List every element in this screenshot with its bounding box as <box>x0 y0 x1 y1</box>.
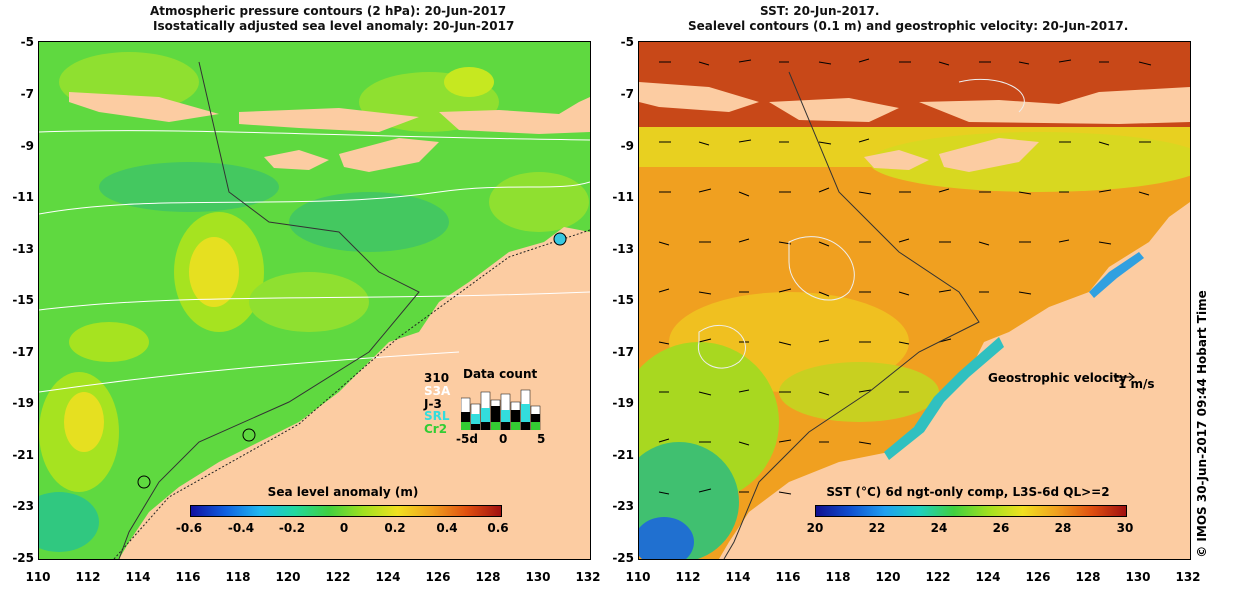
x-tick-left: 116 <box>175 570 201 584</box>
data-count-tick: 5 <box>537 432 546 446</box>
sla-colorbar-tick: 0.2 <box>384 521 406 535</box>
y-tick-left: -23 <box>12 499 34 513</box>
x-tick-right: 124 <box>975 570 1001 584</box>
x-tick-right: 122 <box>925 570 951 584</box>
y-tick-left: -5 <box>20 35 34 49</box>
sst-colorbar-tick: 26 <box>992 521 1010 535</box>
data-count-title: Data count <box>463 367 538 381</box>
y-tick-left: -13 <box>12 242 34 256</box>
y-tick-left: -25 <box>12 551 34 565</box>
y-tick-left: -15 <box>12 293 34 307</box>
x-tick-right: 112 <box>675 570 701 584</box>
sla-colorbar-tick: 0 <box>339 521 349 535</box>
x-tick-right: 120 <box>875 570 901 584</box>
data-count-label-s3a: S3A <box>424 384 451 398</box>
x-tick-left: 120 <box>275 570 301 584</box>
sst-colorbar <box>815 505 1127 517</box>
sst-colorbar-tick: 22 <box>868 521 886 535</box>
y-tick-right: -21 <box>612 448 634 462</box>
velocity-legend-unit: 1 m/s <box>1118 377 1155 391</box>
sla-colorbar <box>190 505 502 517</box>
y-tick-left: -19 <box>12 396 34 410</box>
x-tick-left: 114 <box>125 570 151 584</box>
sst-map-graphic <box>639 42 1190 559</box>
sla-colorbar-tick: -0.4 <box>227 521 255 535</box>
x-tick-right: 126 <box>1025 570 1051 584</box>
x-tick-right: 130 <box>1125 570 1151 584</box>
y-tick-right: -7 <box>620 87 634 101</box>
x-tick-right: 132 <box>1175 570 1201 584</box>
x-tick-left: 122 <box>325 570 351 584</box>
sst-map <box>638 41 1191 560</box>
x-tick-right: 128 <box>1075 570 1101 584</box>
velocity-legend-label: Geostrophic velocity <box>988 371 1127 385</box>
x-tick-right: 110 <box>625 570 651 584</box>
x-tick-right: 114 <box>725 570 751 584</box>
x-tick-left: 126 <box>425 570 451 584</box>
y-tick-left: -17 <box>12 345 34 359</box>
y-tick-right: -11 <box>612 190 634 204</box>
sst-colorbar-title: SST (°C) 6d ngt-only comp, L3S-6d QL>=2 <box>826 485 1110 499</box>
data-count-label-srl: SRL <box>424 409 450 423</box>
y-tick-right: -23 <box>612 499 634 513</box>
data-count-label-310: 310 <box>424 371 450 385</box>
sst-colorbar-tick: 20 <box>806 521 824 535</box>
data-count-bars <box>461 389 541 430</box>
x-tick-left: 112 <box>75 570 101 584</box>
data-count-tick: 0 <box>499 432 508 446</box>
x-tick-left: 130 <box>525 570 551 584</box>
sla-map-graphic <box>39 42 590 559</box>
sla-map <box>38 41 591 560</box>
right-title-line2: Sealevel contours (0.1 m) and geostrophi… <box>688 19 1129 33</box>
data-count-label-j3: J-3 <box>424 397 442 411</box>
x-tick-left: 110 <box>25 570 51 584</box>
sla-colorbar-title: Sea level anomaly (m) <box>267 485 419 499</box>
imos-credit-text: © IMOS 30-Jun-2017 09:44 Hobart Time <box>1195 290 1209 558</box>
y-tick-right: -17 <box>612 345 634 359</box>
sla-colorbar-tick: -0.2 <box>278 521 306 535</box>
y-tick-right: -25 <box>612 551 634 565</box>
x-tick-left: 124 <box>375 570 401 584</box>
x-tick-left: 128 <box>475 570 501 584</box>
y-tick-right: -13 <box>612 242 634 256</box>
y-tick-right: -19 <box>612 396 634 410</box>
y-tick-left: -9 <box>20 139 34 153</box>
sla-colorbar-tick: -0.6 <box>175 521 203 535</box>
x-tick-right: 116 <box>775 570 801 584</box>
sst-colorbar-tick: 28 <box>1054 521 1072 535</box>
y-tick-right: -15 <box>612 293 634 307</box>
x-tick-left: 132 <box>575 570 601 584</box>
y-tick-right: -5 <box>620 35 634 49</box>
right-title-line1: SST: 20-Jun-2017. <box>760 4 880 18</box>
y-tick-left: -7 <box>20 87 34 101</box>
x-tick-right: 118 <box>825 570 851 584</box>
left-title-line1: Atmospheric pressure contours (2 hPa): 2… <box>150 4 507 18</box>
sst-colorbar-tick: 24 <box>930 521 948 535</box>
sla-colorbar-tick: 0.6 <box>487 521 509 535</box>
y-tick-left: -11 <box>12 190 34 204</box>
sst-colorbar-tick: 30 <box>1116 521 1134 535</box>
sla-colorbar-tick: 0.4 <box>436 521 458 535</box>
left-title-line2: Isostatically adjusted sea level anomaly… <box>153 19 515 33</box>
y-tick-left: -21 <box>12 448 34 462</box>
y-tick-right: -9 <box>620 139 634 153</box>
data-count-label-cr2: Cr2 <box>424 422 448 436</box>
velocity-legend-arrow <box>1114 372 1135 382</box>
x-tick-left: 118 <box>225 570 251 584</box>
data-count-tick: -5d <box>456 432 478 446</box>
